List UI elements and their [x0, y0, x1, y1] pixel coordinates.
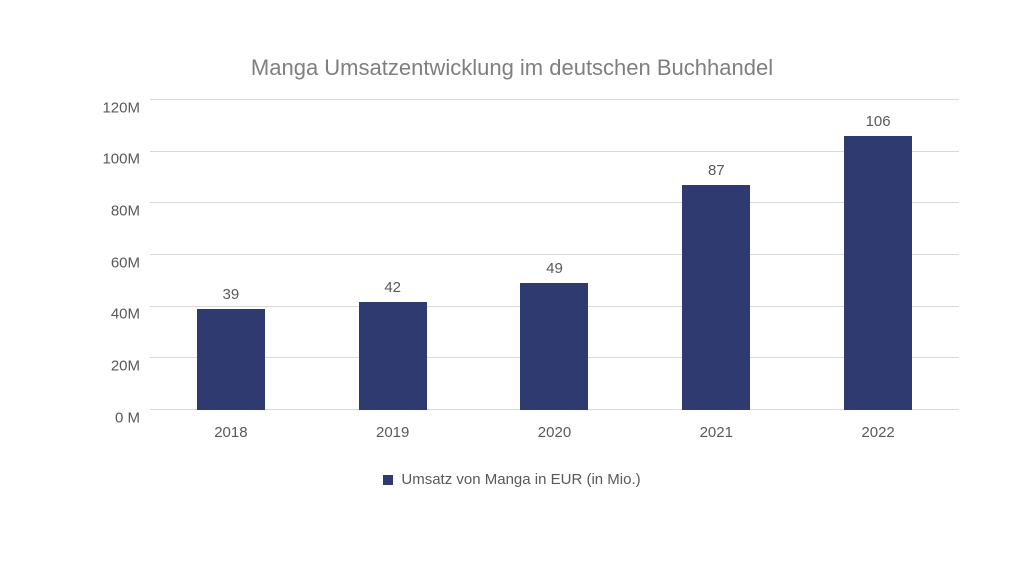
y-axis-ticks: 0 M20M40M60M80M100M120M	[0, 100, 140, 410]
bar	[682, 185, 750, 410]
bar-value-label: 49	[546, 260, 563, 277]
y-tick-label: 80M	[0, 202, 140, 219]
bar	[197, 309, 265, 410]
bar	[520, 283, 588, 410]
bar-value-label: 87	[708, 162, 725, 179]
chart-title: Manga Umsatzentwicklung im deutschen Buc…	[0, 55, 1024, 81]
bar-value-label: 106	[866, 113, 891, 130]
x-tick-label: 2020	[474, 424, 636, 441]
legend-label: Umsatz von Manga in EUR (in Mio.)	[401, 471, 640, 488]
legend-swatch	[383, 475, 393, 485]
x-tick-label: 2021	[635, 424, 797, 441]
x-axis-labels: 20182019202020212022	[150, 424, 959, 441]
y-tick-label: 120M	[0, 99, 140, 116]
x-tick-label: 2019	[312, 424, 474, 441]
bar-slot: 87	[635, 100, 797, 410]
bar-slot: 49	[474, 100, 636, 410]
bar	[359, 302, 427, 411]
y-tick-label: 0 M	[0, 409, 140, 426]
y-tick-label: 100M	[0, 151, 140, 168]
y-tick-label: 20M	[0, 357, 140, 374]
bar-value-label: 42	[384, 279, 401, 296]
bar-value-label: 39	[223, 286, 240, 303]
y-tick-label: 40M	[0, 306, 140, 323]
plot-area: 39 42 49 87 106	[150, 100, 959, 410]
y-tick-label: 60M	[0, 254, 140, 271]
bar	[844, 136, 912, 410]
bars: 39 42 49 87 106	[150, 100, 959, 410]
bar-slot: 42	[312, 100, 474, 410]
x-tick-label: 2022	[797, 424, 959, 441]
legend: Umsatz von Manga in EUR (in Mio.)	[0, 471, 1024, 488]
chart-container: Manga Umsatzentwicklung im deutschen Buc…	[0, 0, 1024, 565]
x-tick-label: 2018	[150, 424, 312, 441]
bar-slot: 106	[797, 100, 959, 410]
bar-slot: 39	[150, 100, 312, 410]
